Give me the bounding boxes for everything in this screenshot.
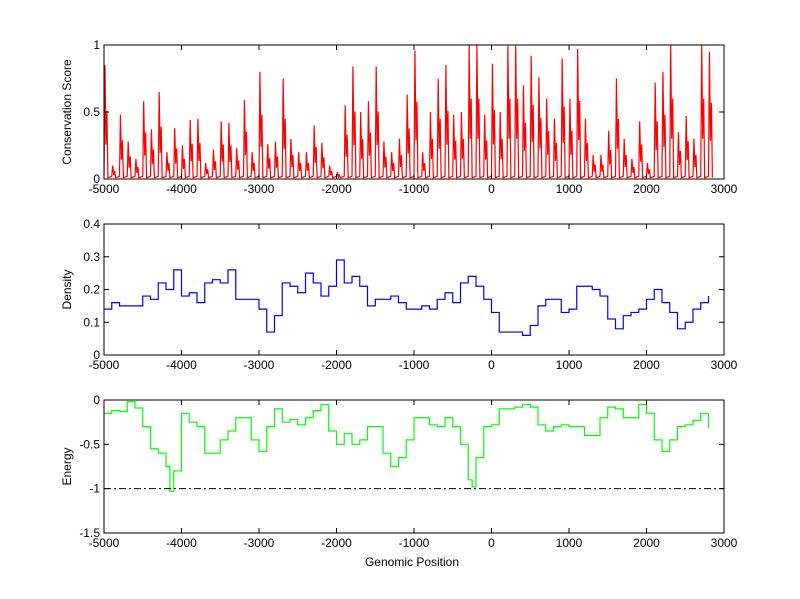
x-tick-label: 1000 <box>556 536 583 550</box>
series-line <box>104 401 710 492</box>
x-tick-label: -3000 <box>244 536 275 550</box>
subplot-3: -5000 -4000 -3000 -2000 -1000 0 1000 2000 3000 -1… <box>60 393 738 569</box>
x-tick-label: -4000 <box>166 358 197 372</box>
series-line <box>104 259 710 336</box>
x-tick-label: -5000 <box>89 182 120 196</box>
x-tick-label: -2000 <box>321 536 352 550</box>
y-axis-label: Conservation Score <box>60 59 74 165</box>
x-tick-label: 0 <box>488 358 495 372</box>
x-axis-label: Genomic Position <box>365 555 459 569</box>
y-tick-label: 0 <box>93 172 100 186</box>
y-tick-label: 0.4 <box>83 217 100 231</box>
x-tick-label: -4000 <box>166 182 197 196</box>
y-tick-label: 0.1 <box>83 315 100 329</box>
series-line <box>103 44 713 179</box>
y-axis-label: Energy <box>60 447 74 485</box>
x-tick-label: -1000 <box>399 358 430 372</box>
y-tick-label: -1.5 <box>79 526 100 540</box>
y-tick-label: -0.5 <box>79 437 100 451</box>
x-tick-label: 2000 <box>633 358 660 372</box>
y-tick-label: 1 <box>93 38 100 52</box>
y-tick-label: 0.5 <box>83 105 100 119</box>
x-tick-label: 0 <box>488 182 495 196</box>
y-tick-label: 0.2 <box>83 283 100 297</box>
x-tick-label: -2000 <box>321 358 352 372</box>
x-tick-label: 1000 <box>556 182 583 196</box>
x-tick-label: -1000 <box>399 536 430 550</box>
y-tick-label: -1 <box>89 482 100 496</box>
x-tick-label: 2000 <box>633 536 660 550</box>
y-tick-label: 0.3 <box>83 250 100 264</box>
x-tick-label: -3000 <box>244 358 275 372</box>
x-tick-label: -5000 <box>89 358 120 372</box>
x-tick-label: 3000 <box>711 358 738 372</box>
x-tick-label: 0 <box>488 536 495 550</box>
x-tick-label: 2000 <box>633 182 660 196</box>
y-tick-label: 0 <box>93 348 100 362</box>
x-tick-label: -4000 <box>166 536 197 550</box>
y-axis-label: Density <box>60 269 74 309</box>
x-tick-label: -1000 <box>399 182 430 196</box>
subplot-1: -5000 -4000 -3000 -2000 -1000 0 1000 2000 3000 0 0… <box>60 38 738 196</box>
subplot-2: -5000 -4000 -3000 -2000 -1000 0 1000 2000 3000 0 0… <box>60 217 738 372</box>
x-tick-label: -3000 <box>244 182 275 196</box>
y-tick-label: 0 <box>93 393 100 407</box>
x-tick-label: -5000 <box>89 536 120 550</box>
x-tick-label: 3000 <box>711 182 738 196</box>
x-tick-label: 3000 <box>711 536 738 550</box>
axes-box <box>103 223 725 356</box>
x-tick-label: 1000 <box>556 358 583 372</box>
x-tick-label: -2000 <box>321 182 352 196</box>
